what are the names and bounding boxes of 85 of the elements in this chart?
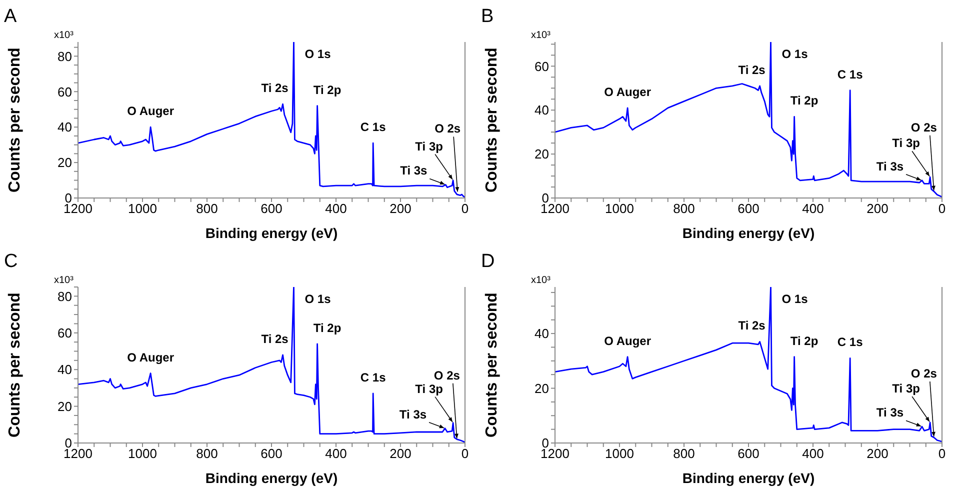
y-tick-label: 80 xyxy=(58,48,72,64)
annotation: C 1s xyxy=(837,335,864,350)
x-tick-label: 400 xyxy=(802,201,824,216)
x-tick-label: 400 xyxy=(802,446,824,462)
y-tick-label: 40 xyxy=(58,362,72,378)
x-tick-label: 600 xyxy=(260,201,282,216)
x-tick-label: 200 xyxy=(866,201,888,216)
annotation: Ti 2s xyxy=(261,332,289,346)
x-tick-label: 200 xyxy=(866,446,888,462)
annotation: Ti 2p xyxy=(790,334,818,348)
x-tick-label: 1000 xyxy=(605,201,634,216)
y-axis-title: Counts per second xyxy=(6,292,24,438)
x-tick-label: 1000 xyxy=(605,446,634,462)
x-tick-label: 0 xyxy=(461,446,469,462)
x-tick-label: 200 xyxy=(390,446,412,462)
annotation: C 1s xyxy=(360,120,386,134)
x-axis-title: Binding energy (eV) xyxy=(682,225,815,241)
y-tick-label: 60 xyxy=(534,58,549,74)
y-axis-title: Counts per second xyxy=(6,48,24,192)
annotation: Ti 3p xyxy=(892,136,920,150)
annotation: Ti 2s xyxy=(738,318,766,333)
x-axis-title: Binding energy (eV) xyxy=(205,225,338,241)
x-tick-label: 600 xyxy=(738,446,760,462)
annotation: Ti 2p xyxy=(790,94,818,108)
annotation: O Auger xyxy=(127,350,174,364)
annotation: C 1s xyxy=(360,370,386,384)
x-tick-label: 1000 xyxy=(128,201,157,216)
x-tick-label: 0 xyxy=(461,201,469,216)
x-tick-label: 400 xyxy=(325,201,347,216)
annotation: C 1s xyxy=(837,67,864,82)
annotation: O 2s xyxy=(910,120,938,134)
x-tick-label: 800 xyxy=(673,201,695,216)
chart-title: B xyxy=(481,6,494,28)
y-tick-label: 20 xyxy=(58,155,72,170)
x-tick-label: 400 xyxy=(325,446,347,462)
chart-title: D xyxy=(481,251,495,273)
y-axis-title: Counts per second xyxy=(484,292,501,438)
y-tick-label: 40 xyxy=(58,120,72,135)
annotation: Ti 2p xyxy=(313,82,342,97)
annotation: O 1s xyxy=(782,47,808,61)
x-tick-label: 200 xyxy=(390,201,412,216)
annotation: O 2s xyxy=(434,368,460,382)
y-tick-label: 20 xyxy=(534,380,549,396)
chart-title: C xyxy=(4,251,18,273)
annotation: Ti 3p xyxy=(415,139,443,154)
x-tick-label: 0 xyxy=(938,446,946,462)
annotation: O Auger xyxy=(604,84,652,99)
y-tick-label: 20 xyxy=(534,146,549,162)
annotation: Ti 3p xyxy=(415,382,443,396)
y-axis-title: Counts per second xyxy=(484,48,501,192)
x-tick-label: 800 xyxy=(196,446,218,462)
x-tick-label: 800 xyxy=(196,201,218,216)
annotation: O Auger xyxy=(604,334,652,348)
annotation: O 2s xyxy=(910,366,938,381)
text: x10³ xyxy=(54,275,74,286)
annotation: O 1s xyxy=(304,292,332,306)
y-tick-label: 20 xyxy=(58,398,72,414)
annotation: O Auger xyxy=(127,104,174,118)
x-axis-title: Binding energy (eV) xyxy=(205,470,338,486)
annotation: Ti 3s xyxy=(876,406,904,420)
annotation: Ti 3s xyxy=(400,164,428,178)
y-tick-label: 60 xyxy=(58,325,72,340)
annotation: Ti 3s xyxy=(876,159,904,174)
x-tick-label: 600 xyxy=(738,201,760,216)
chart-title: A xyxy=(4,6,17,28)
annotation: Ti 3s xyxy=(399,407,427,422)
y-tick-label: 40 xyxy=(534,102,549,118)
annotation: Ti 2p xyxy=(313,320,342,335)
y-tick-label: 80 xyxy=(58,288,72,304)
text: x10³ xyxy=(531,30,550,41)
text: x10³ xyxy=(531,275,550,286)
x-tick-label: 800 xyxy=(673,446,695,462)
y-tick-label: 40 xyxy=(534,326,549,342)
annotation: O 1s xyxy=(304,47,332,61)
annotation: O 1s xyxy=(782,292,808,306)
annotation: Ti 3p xyxy=(892,381,920,396)
x-axis-title: Binding energy (eV) xyxy=(682,470,815,486)
annotation: O 2s xyxy=(434,122,461,136)
x-tick-label: 600 xyxy=(260,446,282,462)
annotation: Ti 2s xyxy=(261,81,289,96)
y-tick-label: 60 xyxy=(58,84,72,100)
annotation: Ti 2s xyxy=(738,62,766,77)
x-tick-label: 1000 xyxy=(128,446,157,462)
x-tick-label: 0 xyxy=(938,201,946,216)
text: x10³ xyxy=(54,30,74,41)
